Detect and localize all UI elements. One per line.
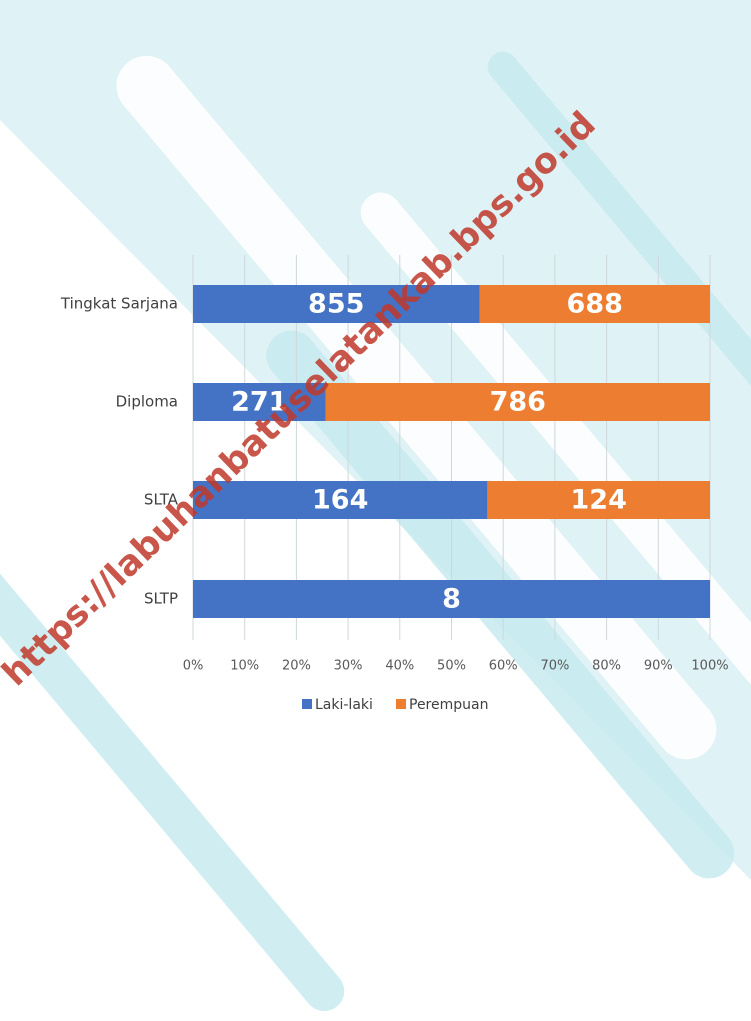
category-label: Tingkat Sarjana (60, 295, 178, 313)
category-label: SLTP (144, 590, 178, 608)
x-tick-label: 50% (437, 659, 466, 674)
x-tick-label: 0% (183, 659, 204, 674)
data-label: 855 (308, 289, 364, 320)
data-label: 124 (571, 485, 627, 516)
data-label: 164 (312, 485, 368, 516)
x-tick-label: 70% (540, 659, 569, 674)
x-tick-label: 40% (385, 659, 414, 674)
legend-label: Laki-laki (315, 697, 373, 713)
legend-swatch (302, 699, 312, 709)
x-tick-label: 60% (489, 659, 518, 674)
x-tick-label: 30% (334, 659, 363, 674)
x-tick-label: 10% (230, 659, 259, 674)
x-tick-label: 90% (644, 659, 673, 674)
x-tick-label: 100% (691, 659, 728, 674)
category-label: Diploma (116, 393, 178, 411)
page: 0% 10% 20% 30% 40% 50% 60% 70% 80% 90% 100% Tingkat… (0, 0, 751, 1021)
legend-label: Perempuan (409, 697, 488, 713)
x-tick-label: 20% (282, 659, 311, 674)
x-tick-label: 80% (592, 659, 621, 674)
legend-swatch (396, 699, 406, 709)
data-label: 688 (567, 289, 623, 320)
data-label: 786 (490, 387, 546, 418)
data-label: 8 (442, 584, 461, 615)
